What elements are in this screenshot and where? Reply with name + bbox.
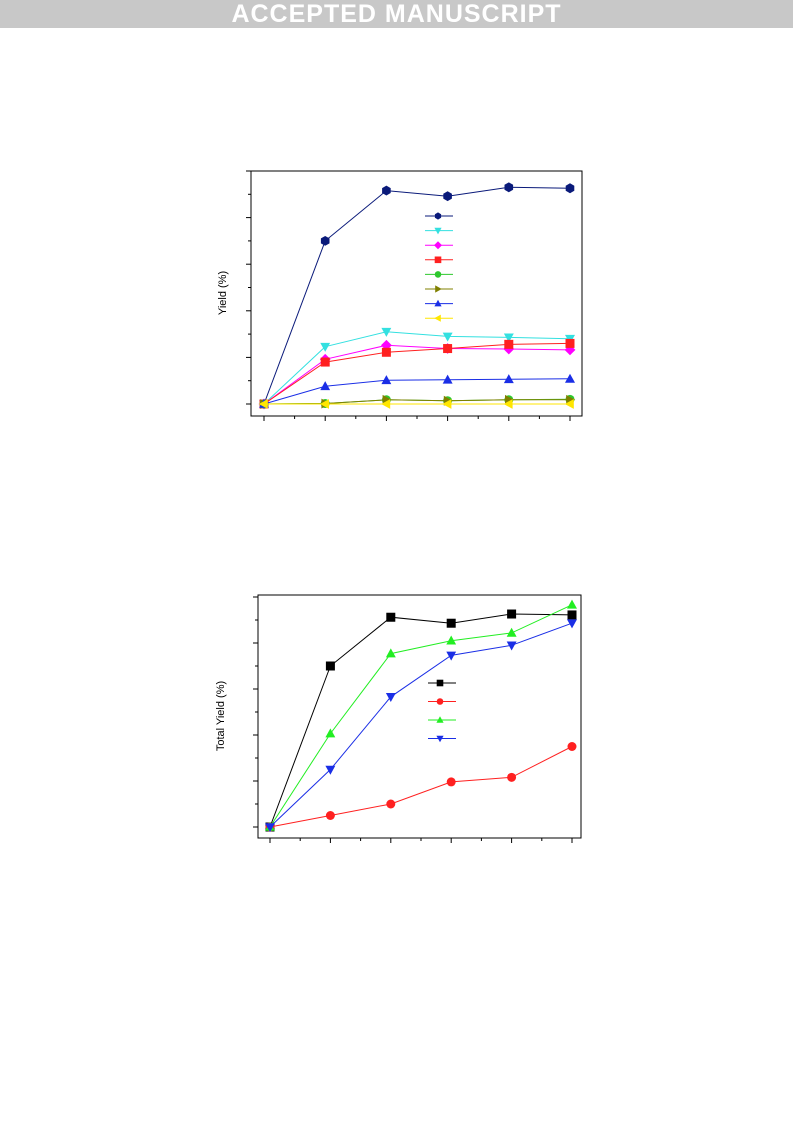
- series-line-4: [269, 622, 573, 828]
- data-point: [567, 619, 577, 629]
- data-point: [385, 693, 396, 702]
- data-point: [265, 823, 275, 833]
- data-point: [503, 399, 513, 409]
- legend-marker: [436, 716, 444, 723]
- data-point: [503, 333, 514, 343]
- legend-marker: [434, 227, 442, 235]
- data-point: [446, 651, 457, 661]
- data-point: [258, 399, 268, 409]
- data-point: [381, 375, 392, 385]
- data-point: [567, 599, 577, 609]
- data-point: [381, 399, 391, 409]
- legend-marker: [434, 212, 442, 220]
- data-point: [443, 191, 452, 202]
- legend-marker: [436, 698, 444, 705]
- series-line-1: [269, 613, 573, 828]
- legend-marker: [434, 314, 441, 322]
- data-point: [567, 610, 577, 620]
- data-point: [325, 765, 336, 775]
- data-point: [320, 399, 329, 409]
- legend-marker: [436, 735, 444, 743]
- data-point: [446, 635, 457, 645]
- series-line-4: [263, 342, 571, 405]
- data-point: [565, 183, 575, 194]
- data-point: [442, 332, 453, 342]
- legend-marker: [434, 241, 442, 250]
- data-point: [386, 799, 396, 809]
- data-point: [385, 648, 396, 658]
- legend-marker: [435, 285, 442, 293]
- legend-marker: [434, 299, 442, 307]
- series-line-2: [263, 331, 571, 405]
- data-point: [446, 618, 456, 628]
- data-point: [442, 374, 453, 384]
- manuscript-banner: ACCEPTED MANUSCRIPT: [0, 0, 793, 28]
- data-point: [442, 399, 452, 409]
- series-line-3: [263, 344, 571, 405]
- data-point: [565, 373, 575, 383]
- series-line-1: [263, 186, 571, 405]
- legend-marker: [434, 256, 442, 264]
- data-point: [567, 742, 577, 751]
- banner-text: ACCEPTED MANUSCRIPT: [231, 0, 562, 28]
- data-point: [325, 661, 335, 671]
- data-point: [443, 344, 453, 354]
- data-point: [320, 357, 330, 367]
- chart-1: Yield (%): [217, 170, 583, 421]
- series-line-6: [263, 399, 570, 405]
- chart-2: Total Yield (%): [215, 594, 582, 843]
- plot-frame: [257, 594, 582, 839]
- data-point: [504, 182, 514, 193]
- data-point: [325, 811, 335, 820]
- data-point: [565, 338, 575, 348]
- data-point: [503, 374, 514, 384]
- data-point: [320, 342, 331, 352]
- series-line-2: [269, 746, 573, 828]
- data-point: [507, 772, 517, 782]
- data-point: [506, 627, 517, 637]
- data-point: [446, 777, 456, 787]
- data-point: [320, 381, 331, 391]
- data-point: [381, 327, 392, 337]
- data-point: [382, 185, 391, 196]
- legend-marker: [436, 679, 444, 687]
- data-point: [504, 339, 514, 349]
- data-point: [564, 399, 574, 409]
- series-line-7: [263, 378, 571, 405]
- data-point: [325, 728, 336, 738]
- series-line-3: [269, 604, 573, 828]
- y-axis-label: Total Yield (%): [215, 681, 227, 751]
- data-point: [381, 347, 391, 357]
- y-axis-label: Yield (%): [217, 271, 229, 315]
- data-point: [320, 236, 330, 246]
- legend-marker: [434, 271, 442, 278]
- data-point: [507, 609, 517, 619]
- data-point: [386, 612, 396, 622]
- data-point: [506, 641, 517, 651]
